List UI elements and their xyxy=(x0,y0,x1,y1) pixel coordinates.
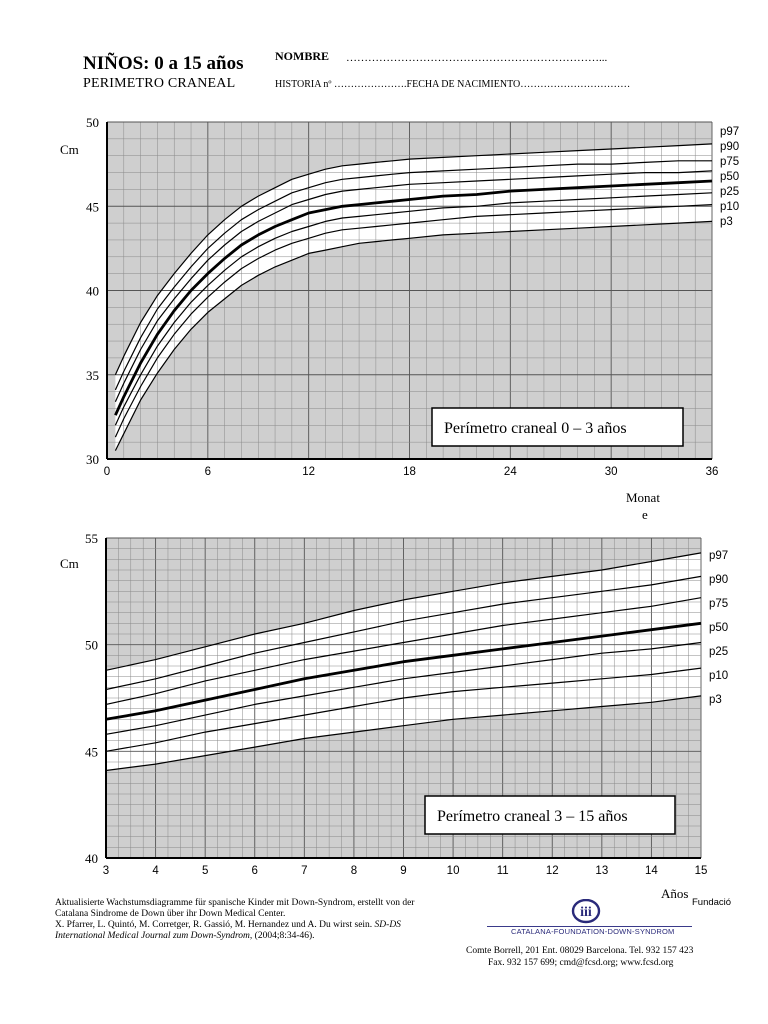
series-label-p90: p90 xyxy=(720,141,739,153)
series-line-p75 xyxy=(105,597,702,705)
footnote-line-2: Catalana Sindrome de Down über ihr Down … xyxy=(55,909,286,919)
y-axis-label: Cm xyxy=(60,556,79,571)
y-tick-label: 55 xyxy=(85,531,98,546)
series-label-p75: p75 xyxy=(720,156,739,168)
x-axis-label: e xyxy=(642,507,648,520)
x-tick-label: 12 xyxy=(546,865,559,877)
series-label-p75: p75 xyxy=(709,598,728,610)
foundation-logo-text: iii xyxy=(580,905,592,920)
series-label-p97: p97 xyxy=(720,126,739,138)
series-line-p3 xyxy=(114,220,713,451)
x-tick-label: 18 xyxy=(403,466,416,478)
x-tick-label: 0 xyxy=(104,466,110,478)
footnote-journal-2: International Medical Journal zum Down-S… xyxy=(55,931,253,941)
series-line-p90 xyxy=(114,160,712,391)
series-line-p97 xyxy=(105,552,702,671)
footnote-line-3: X. Pfarrer, L. Quintó, M. Corretger, R. … xyxy=(55,920,401,931)
x-tick-label: 24 xyxy=(504,466,517,478)
y-tick-label: 35 xyxy=(86,368,99,383)
chart-label-text: Perímetro craneal 3 – 15 años xyxy=(437,808,628,825)
x-tick-label: 30 xyxy=(605,466,618,478)
y-tick-label: 50 xyxy=(85,638,98,653)
foundation-address: Comte Borrell, 201 Ent. 08029 Barcelona.… xyxy=(466,946,694,956)
y-tick-label: 30 xyxy=(86,452,99,467)
x-tick-label: 5 xyxy=(202,865,208,877)
x-tick-label: 10 xyxy=(447,865,460,877)
footnote-line-4: International Medical Journal zum Down-S… xyxy=(55,931,315,942)
series-line-p50 xyxy=(105,621,702,721)
series-label-p25: p25 xyxy=(709,646,728,658)
y-tick-label: 50 xyxy=(86,115,99,130)
y-tick-label: 40 xyxy=(85,851,98,866)
foundation-fundacio: Fundació xyxy=(692,897,732,908)
x-tick-label: 9 xyxy=(400,865,406,877)
x-axis-label: Años xyxy=(661,886,688,900)
x-tick-label: 8 xyxy=(351,865,357,877)
series-line-p10 xyxy=(105,667,702,752)
series-line-p50 xyxy=(114,179,713,416)
footnote-citation: (2004;8:34-46). xyxy=(254,931,315,941)
series-line-p25 xyxy=(114,192,713,426)
series-line-p97 xyxy=(114,143,713,376)
series-label-p97: p97 xyxy=(709,550,728,562)
y-tick-label: 45 xyxy=(85,744,98,759)
historia-fecha-line: HISTORIA nº ………………….FECHA DE NACIMIENTO…… xyxy=(275,79,631,90)
foundation-divider xyxy=(487,926,692,927)
footnote-line-1: Aktualisierte Wachstumsdiagramme für spa… xyxy=(55,898,415,908)
y-axis-label: Cm xyxy=(60,142,79,157)
x-tick-label: 3 xyxy=(103,865,109,877)
x-tick-label: 7 xyxy=(301,865,307,877)
series-line-p10 xyxy=(114,204,713,438)
foundation-contact: Fax. 932 157 699; cmd@fcsd.org; www.fcsd… xyxy=(488,958,674,968)
series-label-p3: p3 xyxy=(720,216,733,228)
nombre-label: NOMBRE xyxy=(275,49,329,63)
series-line-p3 xyxy=(105,695,702,772)
x-tick-label: 11 xyxy=(497,865,509,877)
footnote-journal-1: SD-DS xyxy=(374,920,401,930)
nombre-field-dots: ……………………………………………………………... xyxy=(346,52,608,64)
chart-label-box xyxy=(424,795,676,835)
chart-head-circumference-0-3: p97 p90 p75 p50 p25 p10 p3 0 6 12 18 24 30 36 30 35 40 45… xyxy=(60,115,739,520)
x-tick-label: 14 xyxy=(645,865,658,877)
x-tick-label: 12 xyxy=(302,466,315,478)
series-line-p75 xyxy=(114,170,713,402)
chart-label-box xyxy=(431,407,684,447)
y-tick-label: 40 xyxy=(86,284,99,299)
page-subtitle: PERIMETRO CRANEAL xyxy=(83,76,236,91)
percentile-band xyxy=(115,143,712,451)
page-title: NIÑOS: 0 a 15 años xyxy=(83,53,244,74)
x-tick-label: 15 xyxy=(695,865,708,877)
series-label-p25: p25 xyxy=(720,186,739,198)
series-label-p10: p10 xyxy=(709,670,728,682)
x-tick-label: 6 xyxy=(252,865,258,877)
footnote-authors: X. Pfarrer, L. Quintó, M. Corretger, R. … xyxy=(55,920,373,930)
series-label-p90: p90 xyxy=(709,574,728,586)
x-axis-label: Monat xyxy=(626,490,660,505)
foundation-logo-icon: iii xyxy=(571,899,601,924)
chart-label-text: Perímetro craneal 0 – 3 años xyxy=(444,420,627,437)
x-tick-label: 13 xyxy=(595,865,608,877)
series-label-p50: p50 xyxy=(720,171,739,183)
series-line-p90 xyxy=(105,575,702,691)
x-tick-label: 36 xyxy=(706,466,719,478)
y-tick-label: 45 xyxy=(86,199,99,214)
foundation-name: CATALANA-FOUNDATION-DOWN-SYNDROM xyxy=(511,927,675,936)
x-tick-label: 4 xyxy=(152,865,159,877)
series-label-p50: p50 xyxy=(709,622,728,634)
x-tick-label: 6 xyxy=(205,466,211,478)
series-label-p10: p10 xyxy=(720,201,739,213)
series-line-p25 xyxy=(105,641,702,735)
series-label-p3: p3 xyxy=(709,694,722,706)
